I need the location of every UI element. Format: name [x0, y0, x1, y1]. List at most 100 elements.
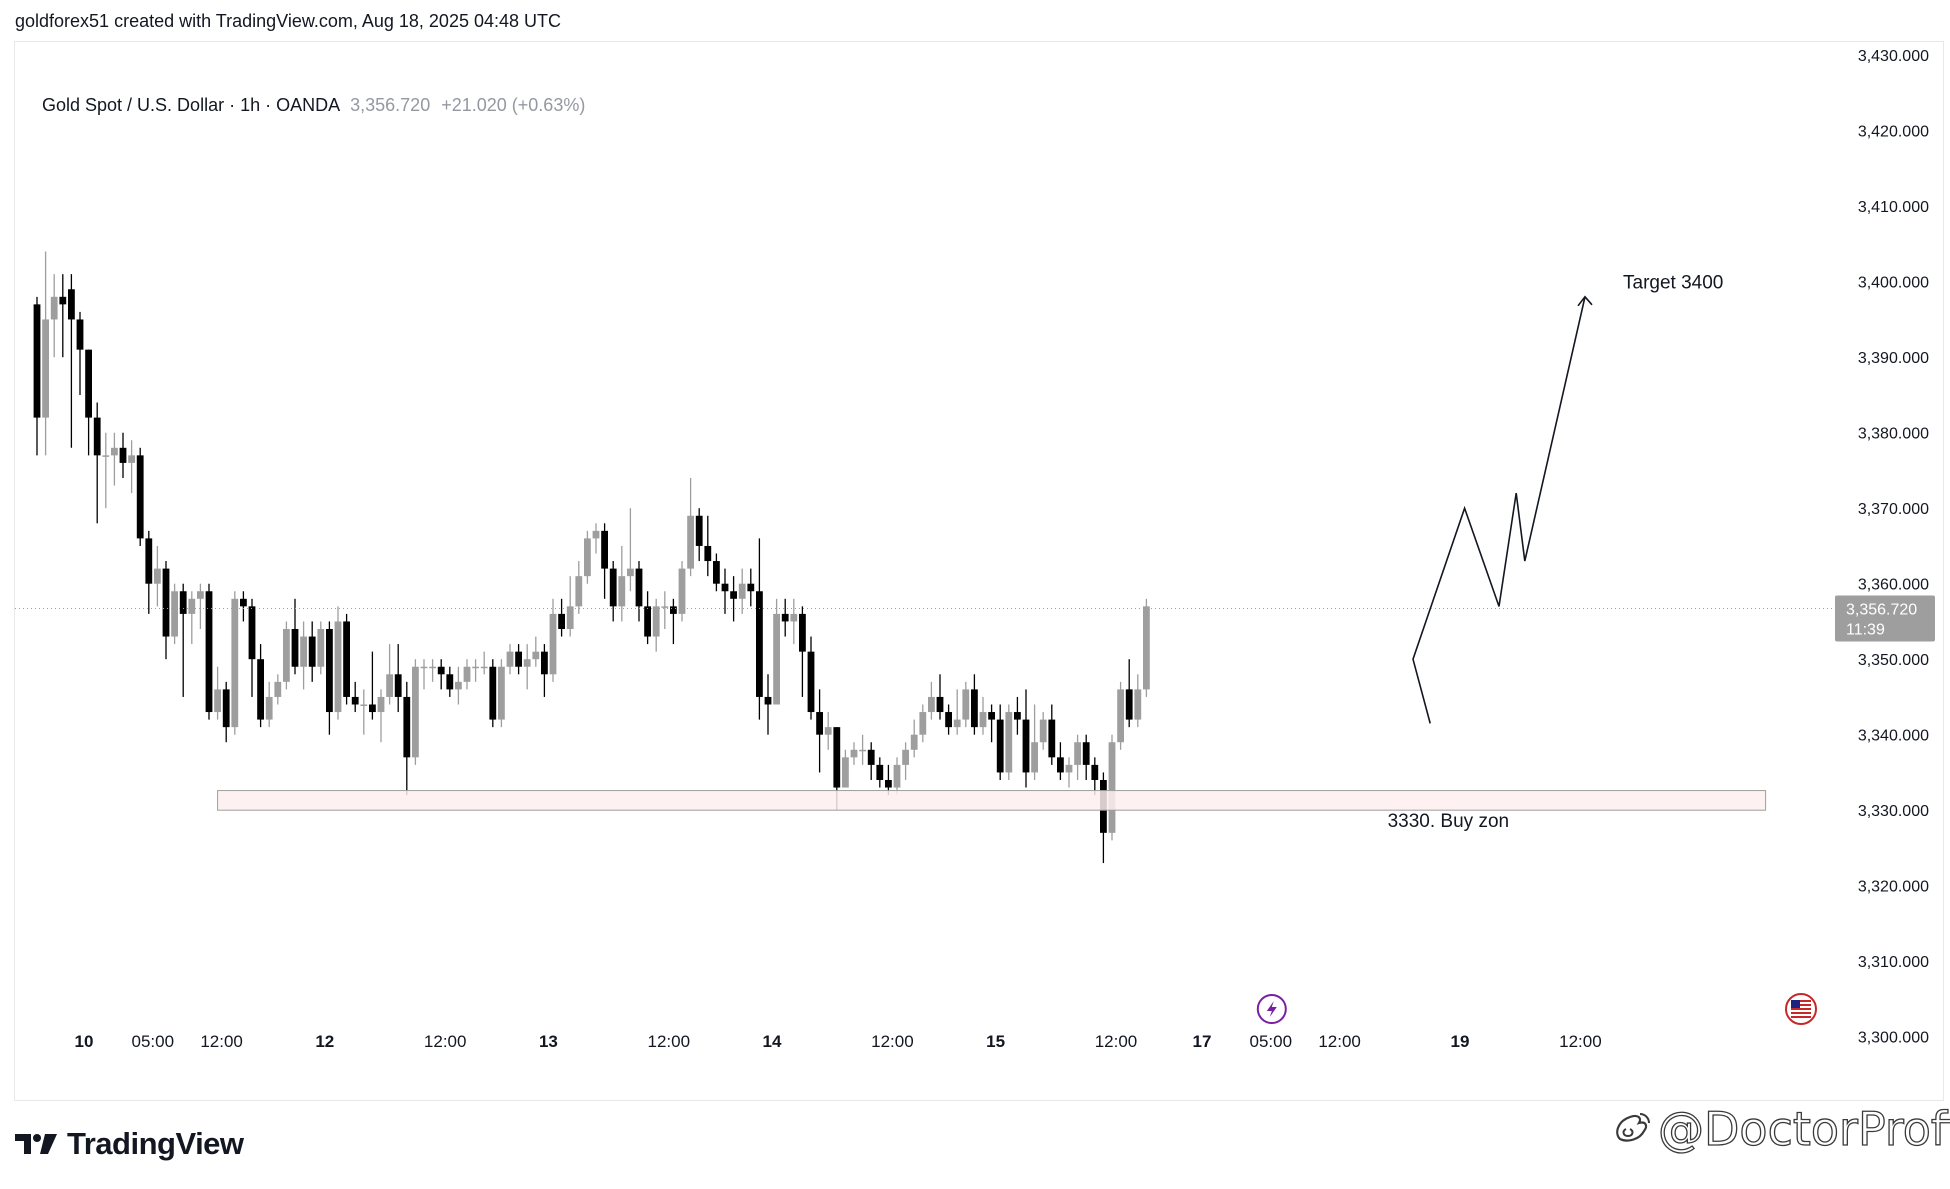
- candle[interactable]: [472, 659, 479, 682]
- last-price-badge[interactable]: [1835, 595, 1935, 642]
- candle[interactable]: [695, 508, 703, 562]
- candle[interactable]: [979, 696, 987, 735]
- candle[interactable]: [842, 749, 849, 788]
- candle[interactable]: [145, 530, 153, 614]
- candle[interactable]: [807, 636, 815, 720]
- candle[interactable]: [644, 591, 651, 645]
- candle[interactable]: [902, 742, 909, 780]
- candle[interactable]: [799, 606, 806, 697]
- candle[interactable]: [584, 530, 591, 584]
- candle[interactable]: [781, 598, 789, 637]
- candle[interactable]: [876, 757, 884, 788]
- candle[interactable]: [850, 742, 858, 765]
- candle[interactable]: [945, 704, 952, 735]
- price-chart[interactable]: 3330. Buy zon Target 3400 3,356.720 11:39…: [15, 42, 1943, 1100]
- candle[interactable]: [334, 606, 342, 720]
- candle[interactable]: [635, 561, 643, 622]
- candle[interactable]: [291, 598, 299, 675]
- candle[interactable]: [1134, 674, 1142, 728]
- candle[interactable]: [1117, 681, 1124, 750]
- candle[interactable]: [274, 674, 282, 705]
- candle[interactable]: [618, 545, 626, 622]
- candle[interactable]: [764, 674, 772, 735]
- candle[interactable]: [996, 704, 1004, 780]
- candle[interactable]: [1074, 734, 1081, 780]
- candle[interactable]: [171, 583, 178, 645]
- candle[interactable]: [816, 689, 823, 773]
- us-flag-icon[interactable]: [1785, 993, 1817, 1025]
- candle[interactable]: [1143, 598, 1150, 697]
- candle[interactable]: [188, 591, 196, 645]
- candle[interactable]: [824, 712, 832, 750]
- candle[interactable]: [609, 561, 617, 622]
- candle[interactable]: [936, 674, 944, 720]
- candle[interactable]: [214, 666, 221, 720]
- candle[interactable]: [162, 561, 170, 660]
- candle[interactable]: [429, 659, 436, 682]
- candle[interactable]: [154, 545, 161, 607]
- candle[interactable]: [231, 591, 239, 735]
- candle[interactable]: [455, 666, 462, 705]
- candle[interactable]: [549, 598, 557, 682]
- candle[interactable]: [283, 621, 290, 690]
- candle[interactable]: [248, 598, 256, 697]
- candle[interactable]: [670, 598, 677, 645]
- candle[interactable]: [50, 274, 58, 358]
- candle[interactable]: [962, 681, 970, 728]
- candle[interactable]: [257, 644, 264, 728]
- candle[interactable]: [403, 681, 411, 796]
- candle[interactable]: [360, 689, 368, 735]
- candle[interactable]: [687, 478, 694, 577]
- candle[interactable]: [756, 538, 763, 720]
- candle[interactable]: [515, 644, 522, 675]
- symbol-legend[interactable]: Gold Spot / U.S. Dollar · 1h · OANDA 3,3…: [42, 95, 585, 116]
- candle[interactable]: [566, 576, 574, 637]
- candle[interactable]: [179, 583, 187, 697]
- candle[interactable]: [661, 591, 669, 629]
- candle[interactable]: [85, 349, 92, 456]
- candle[interactable]: [498, 659, 505, 728]
- candle[interactable]: [222, 681, 230, 743]
- candle[interactable]: [988, 704, 995, 743]
- candle[interactable]: [76, 311, 84, 395]
- candle[interactable]: [1031, 704, 1038, 780]
- candle[interactable]: [575, 561, 583, 614]
- candle[interactable]: [919, 704, 927, 743]
- candle[interactable]: [1065, 757, 1073, 788]
- candle[interactable]: [558, 598, 565, 637]
- candle[interactable]: [93, 402, 101, 524]
- candle[interactable]: [463, 659, 471, 690]
- candle[interactable]: [652, 598, 660, 652]
- candle[interactable]: [1014, 696, 1021, 735]
- candle[interactable]: [111, 432, 118, 486]
- candle[interactable]: [1005, 704, 1013, 780]
- candle[interactable]: [369, 651, 376, 720]
- candle[interactable]: [394, 644, 402, 713]
- candle[interactable]: [773, 598, 780, 705]
- candle[interactable]: [197, 583, 204, 629]
- candle[interactable]: [205, 583, 213, 720]
- candle[interactable]: [59, 274, 67, 358]
- candle[interactable]: [627, 508, 634, 592]
- candle[interactable]: [704, 515, 712, 577]
- candle[interactable]: [136, 447, 144, 546]
- candle[interactable]: [33, 296, 41, 456]
- buy-zone-rectangle[interactable]: [217, 790, 1767, 811]
- candle[interactable]: [1108, 734, 1116, 841]
- candle[interactable]: [1057, 742, 1064, 780]
- candle[interactable]: [721, 568, 729, 614]
- candle[interactable]: [326, 621, 333, 735]
- candle[interactable]: [446, 666, 454, 697]
- candle[interactable]: [1039, 712, 1047, 750]
- candle[interactable]: [377, 689, 385, 743]
- projection-path[interactable]: [1412, 296, 1586, 724]
- candle[interactable]: [678, 561, 686, 622]
- candle[interactable]: [489, 659, 497, 728]
- candle[interactable]: [971, 674, 978, 735]
- candle[interactable]: [1022, 689, 1030, 788]
- candle[interactable]: [928, 681, 935, 720]
- candle[interactable]: [885, 764, 892, 796]
- candle[interactable]: [386, 644, 393, 705]
- candle[interactable]: [420, 659, 428, 690]
- candle[interactable]: [541, 644, 548, 697]
